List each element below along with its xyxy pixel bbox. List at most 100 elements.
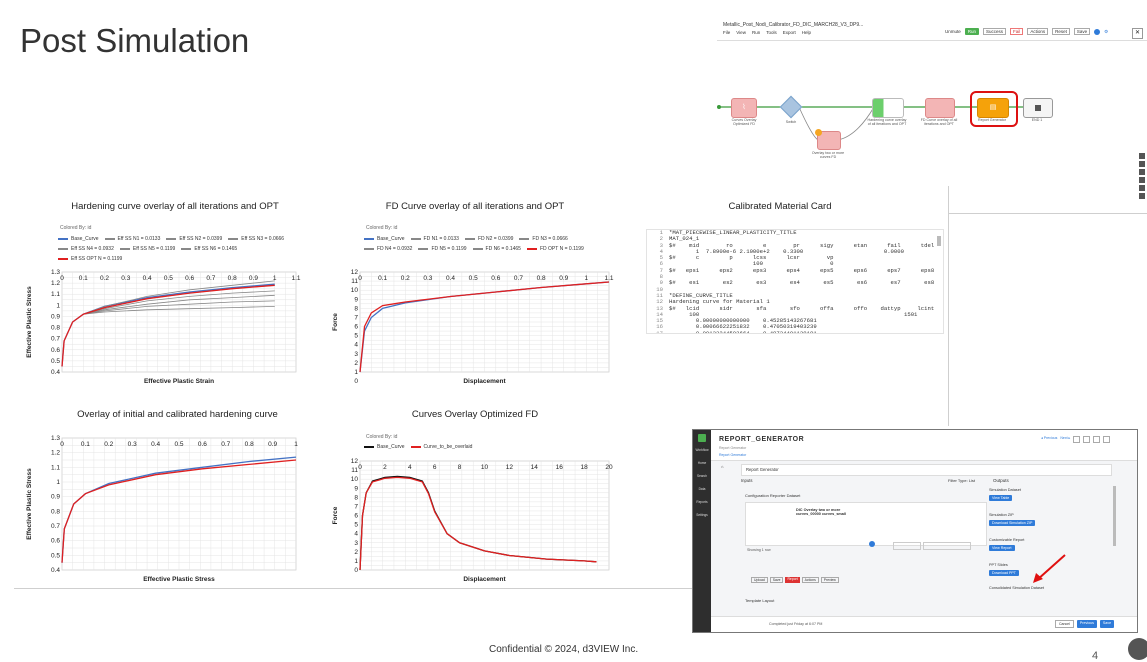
- code-line: 12 Hardening curve for Material 1: [647, 298, 943, 306]
- run-button[interactable]: Run: [964, 28, 980, 35]
- option-select[interactable]: [893, 542, 921, 550]
- x-tick-label: 1.1: [291, 275, 300, 282]
- grid-icon[interactable]: [1139, 185, 1145, 191]
- zoom-out-icon[interactable]: [1139, 161, 1145, 167]
- lock-icon[interactable]: [1139, 177, 1145, 183]
- scrollbar[interactable]: [937, 236, 941, 246]
- legend-item[interactable]: Base_Curve: [364, 236, 405, 242]
- fd-chart: 0 0.1 0.2 0.3 0.4 0.5 0.6 0.7 0.8 0.9 1 1.112111098…: [332, 269, 614, 385]
- legend-item[interactable]: FD N6 = 0.1465: [472, 246, 521, 252]
- save-footer-button[interactable]: Save: [1099, 620, 1115, 628]
- download-zip-button[interactable]: Download Simulation ZIP: [989, 520, 1036, 526]
- legend-item[interactable]: Eff SS N3 = 0.0666: [228, 236, 284, 242]
- reset-button[interactable]: Reset: [1052, 28, 1070, 35]
- code-line: 11 *DEFINE_CURVE_TITLE: [647, 291, 943, 299]
- help-icon[interactable]: ⚙: [1104, 28, 1109, 34]
- line-text: 0.00133244503664 0.48734401139181: [669, 329, 817, 334]
- sidebar-item-home[interactable]: Home: [697, 461, 707, 465]
- line-text: Hardening curve for Material 1: [669, 298, 770, 306]
- node-curves-overlay-optimized-fd[interactable]: ⌇: [731, 98, 757, 118]
- tab-report-generator[interactable]: ⌂: [721, 464, 724, 469]
- legend-item[interactable]: Eff SS N4 = 0.0932: [58, 246, 114, 252]
- workflow-window-title: Metallic_Post_Nodi_Calibrator_FD_DIC_MAR…: [723, 22, 864, 28]
- node-fd-curve-overlay[interactable]: [925, 98, 955, 118]
- unmute-button[interactable]: Unmute: [945, 29, 961, 34]
- report-button[interactable]: Report: [785, 577, 800, 583]
- fit-icon[interactable]: [1139, 169, 1145, 175]
- node-hardening-overlay[interactable]: [872, 98, 904, 118]
- series-line: [83, 294, 275, 315]
- node-end[interactable]: [1023, 98, 1053, 118]
- scrollbar[interactable]: [1113, 486, 1116, 546]
- legend-item[interactable]: Base_Curve: [58, 236, 99, 242]
- success-button[interactable]: Success: [983, 28, 1007, 35]
- chart-legend: Base_Curve Curve_to_be_overlaid: [364, 444, 614, 454]
- legend-item[interactable]: Eff SS N5 = 0.1199: [119, 246, 175, 252]
- sidebar-item-data[interactable]: Data: [698, 487, 706, 491]
- legend-item[interactable]: FD N1 = 0.0133: [410, 236, 459, 242]
- y-tick-label: 0.9: [51, 313, 60, 320]
- previous-button[interactable]: Previous: [1076, 620, 1097, 628]
- zoom-in-icon[interactable]: [1139, 153, 1145, 159]
- sidebar-item-reports[interactable]: Reports: [696, 500, 708, 504]
- info-icon[interactable]: [869, 541, 875, 547]
- legend-item[interactable]: FD OPT N = 0.1199: [526, 246, 584, 252]
- node-report-generator[interactable]: ▤: [977, 98, 1009, 118]
- logo-mark: [1128, 638, 1147, 660]
- menu-view[interactable]: View: [736, 30, 746, 35]
- view-table-button[interactable]: View Table: [989, 495, 1013, 501]
- report-generator-window: Workflow Home Search Data Reports Settin…: [692, 429, 1138, 633]
- layers-icon[interactable]: [1139, 193, 1145, 199]
- legend-item[interactable]: Curve_to_be_overlaid: [410, 444, 472, 450]
- menu-tools[interactable]: Tools: [766, 30, 777, 35]
- menu-export[interactable]: Export: [782, 30, 796, 35]
- legend-item[interactable]: FD N4 = 0.0932: [364, 246, 412, 252]
- y-tick-label: 12: [351, 458, 359, 465]
- legend-item[interactable]: Eff SS N1 = 0.0133: [104, 236, 160, 242]
- close-icon[interactable]: ✕: [1132, 28, 1143, 39]
- filter-type-label[interactable]: Filter Type: List: [948, 478, 976, 483]
- node-overlay-two-curves-fd[interactable]: [815, 129, 841, 150]
- x-tick-label: 0.8: [245, 441, 254, 448]
- sidebar-item-workflow[interactable]: Workflow: [695, 448, 709, 452]
- y-axis-label: Force: [332, 313, 339, 331]
- x-tick-label: 0.1: [378, 275, 387, 282]
- refresh-icon[interactable]: [1083, 436, 1091, 443]
- fail-button[interactable]: Fail: [1010, 28, 1024, 35]
- legend-item[interactable]: Eff SS OPT N = 0.1199: [58, 256, 122, 262]
- previous-nav-button[interactable]: ◂ Previous: [1041, 436, 1058, 440]
- actions-button[interactable]: Actions: [801, 577, 819, 583]
- preview-button[interactable]: Preview: [820, 577, 839, 583]
- cancel-button[interactable]: Cancel: [1055, 620, 1074, 628]
- menu-file[interactable]: File: [723, 30, 731, 35]
- x-tick-label: 1: [294, 441, 298, 448]
- user-input-select[interactable]: [923, 542, 971, 550]
- menu-run[interactable]: Run: [751, 30, 761, 35]
- close-icon[interactable]: [1103, 436, 1111, 443]
- settings-icon[interactable]: [1094, 28, 1101, 35]
- sidebar-item-settings[interactable]: Settings: [696, 513, 708, 517]
- report-sidebar: Workflow Home Search Data Reports Settin…: [693, 430, 711, 632]
- sidebar-item-search[interactable]: Search: [696, 474, 708, 478]
- expand-icon[interactable]: [1073, 436, 1081, 443]
- legend-item[interactable]: Eff SS N2 = 0.0399: [166, 236, 222, 242]
- legend-item[interactable]: Base_Curve: [364, 444, 405, 450]
- upload-button[interactable]: Upload: [751, 577, 768, 583]
- legend-item[interactable]: FD N5 = 0.1199: [418, 246, 467, 252]
- report-node-highlight: [970, 91, 1018, 127]
- download-ppt-button[interactable]: Download PPT: [989, 570, 1019, 576]
- actions-button[interactable]: Actions: [1027, 28, 1049, 35]
- more-icon[interactable]: [1093, 436, 1101, 443]
- line-number: 2: [659, 235, 663, 243]
- line-number: 11: [656, 291, 663, 299]
- menu-help[interactable]: Help: [801, 30, 812, 35]
- legend-item[interactable]: Eff SS N6 = 0.1465: [181, 246, 237, 252]
- view-report-button[interactable]: View Report: [989, 545, 1015, 551]
- legend-item[interactable]: FD N3 = 0.0666: [519, 236, 568, 242]
- next-nav-button[interactable]: Next ▸: [1060, 436, 1071, 440]
- line-number: 5: [659, 254, 663, 262]
- save-button[interactable]: Save: [769, 577, 784, 583]
- save-button[interactable]: Save: [1073, 28, 1091, 35]
- breadcrumb[interactable]: Report Generator: [719, 453, 747, 457]
- legend-item[interactable]: FD N2 = 0.0399: [464, 236, 513, 242]
